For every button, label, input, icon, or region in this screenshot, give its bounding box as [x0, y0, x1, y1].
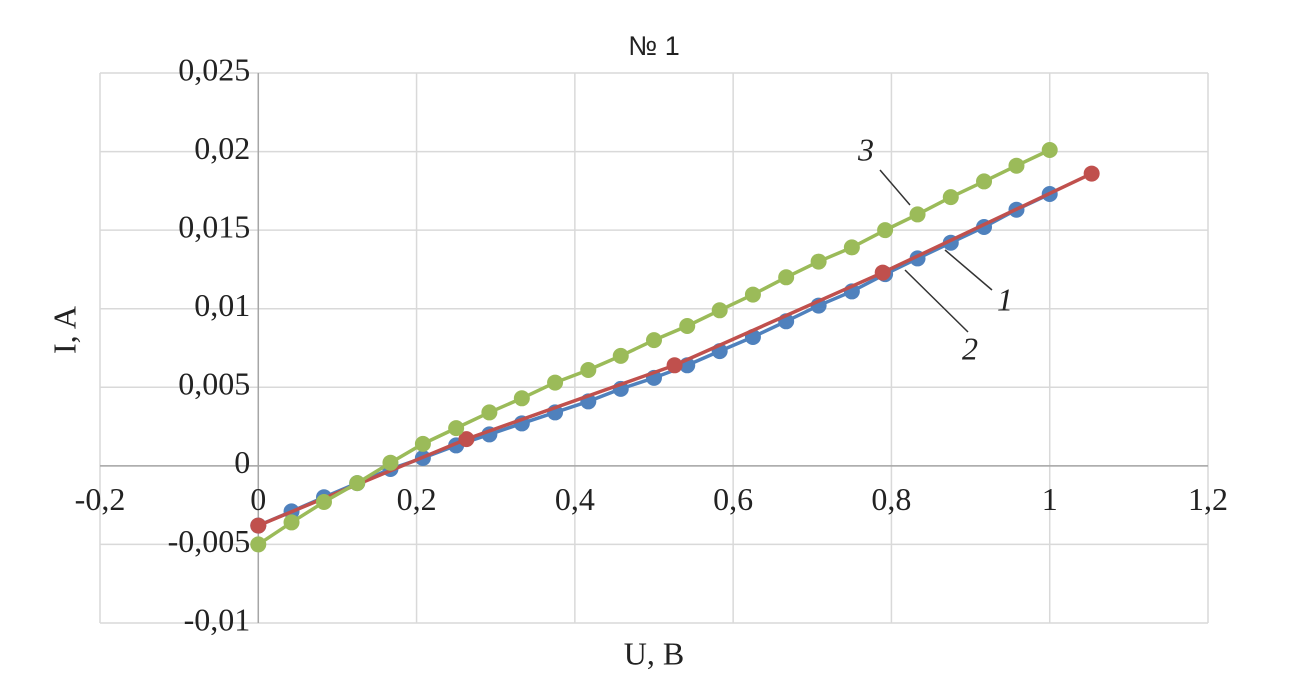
data-point [976, 173, 993, 190]
y-tick-label: -0,01 [184, 601, 251, 637]
data-point [315, 494, 332, 510]
y-axis-title: I, A [46, 306, 82, 354]
data-point [547, 374, 564, 391]
x-tick-label: 0,6 [713, 481, 753, 517]
data-point [382, 454, 399, 471]
data-point [448, 420, 465, 437]
data-point [1083, 165, 1100, 182]
x-tick-label: 1 [1042, 481, 1058, 517]
data-point [612, 347, 629, 364]
data-point [458, 431, 475, 448]
data-point [513, 390, 530, 407]
data-point [250, 536, 267, 553]
data-point [349, 475, 366, 492]
x-tick-label: -0,2 [75, 481, 126, 517]
data-point [877, 222, 894, 239]
y-tick-label: 0,025 [178, 51, 250, 87]
data-point [1008, 157, 1025, 174]
y-tick-label: -0,005 [168, 523, 251, 559]
data-point [711, 302, 728, 319]
data-point [810, 253, 827, 270]
chart-title: № 1 [628, 31, 679, 61]
data-point [909, 206, 926, 223]
data-point [1041, 142, 1058, 158]
data-point [942, 189, 959, 206]
data-point [778, 269, 795, 286]
data-point [744, 286, 761, 303]
annotation: 1 [997, 281, 1013, 317]
x-tick-label: 1,2 [1188, 481, 1228, 517]
x-tick-label: 0 [250, 481, 266, 517]
leader-line [904, 269, 969, 333]
leader-line [944, 249, 993, 291]
y-tick-label: 0,02 [194, 130, 250, 166]
annotation: 3 [857, 131, 874, 167]
data-point [679, 318, 696, 334]
x-tick-label: 0,8 [871, 481, 911, 517]
data-point [843, 239, 860, 256]
x-axis-title: U, B [624, 635, 684, 671]
y-tick-label: 0,01 [194, 287, 250, 323]
data-point [874, 264, 891, 281]
leader-line [879, 169, 911, 206]
data-point [646, 332, 662, 349]
annotation-leaders [879, 169, 993, 333]
data-point [666, 357, 683, 374]
y-tick-label: 0 [234, 444, 250, 480]
x-tick-label: 0,4 [555, 481, 595, 517]
data-point [283, 514, 300, 531]
y-tick-label: 0,005 [178, 366, 250, 402]
data-point [580, 362, 597, 378]
annotation: 2 [962, 330, 978, 366]
y-tick-label: 0,015 [178, 208, 250, 244]
data-point [414, 435, 431, 452]
x-tick-label: 0,2 [397, 481, 437, 517]
data-point [481, 404, 498, 421]
data-point [250, 517, 267, 534]
